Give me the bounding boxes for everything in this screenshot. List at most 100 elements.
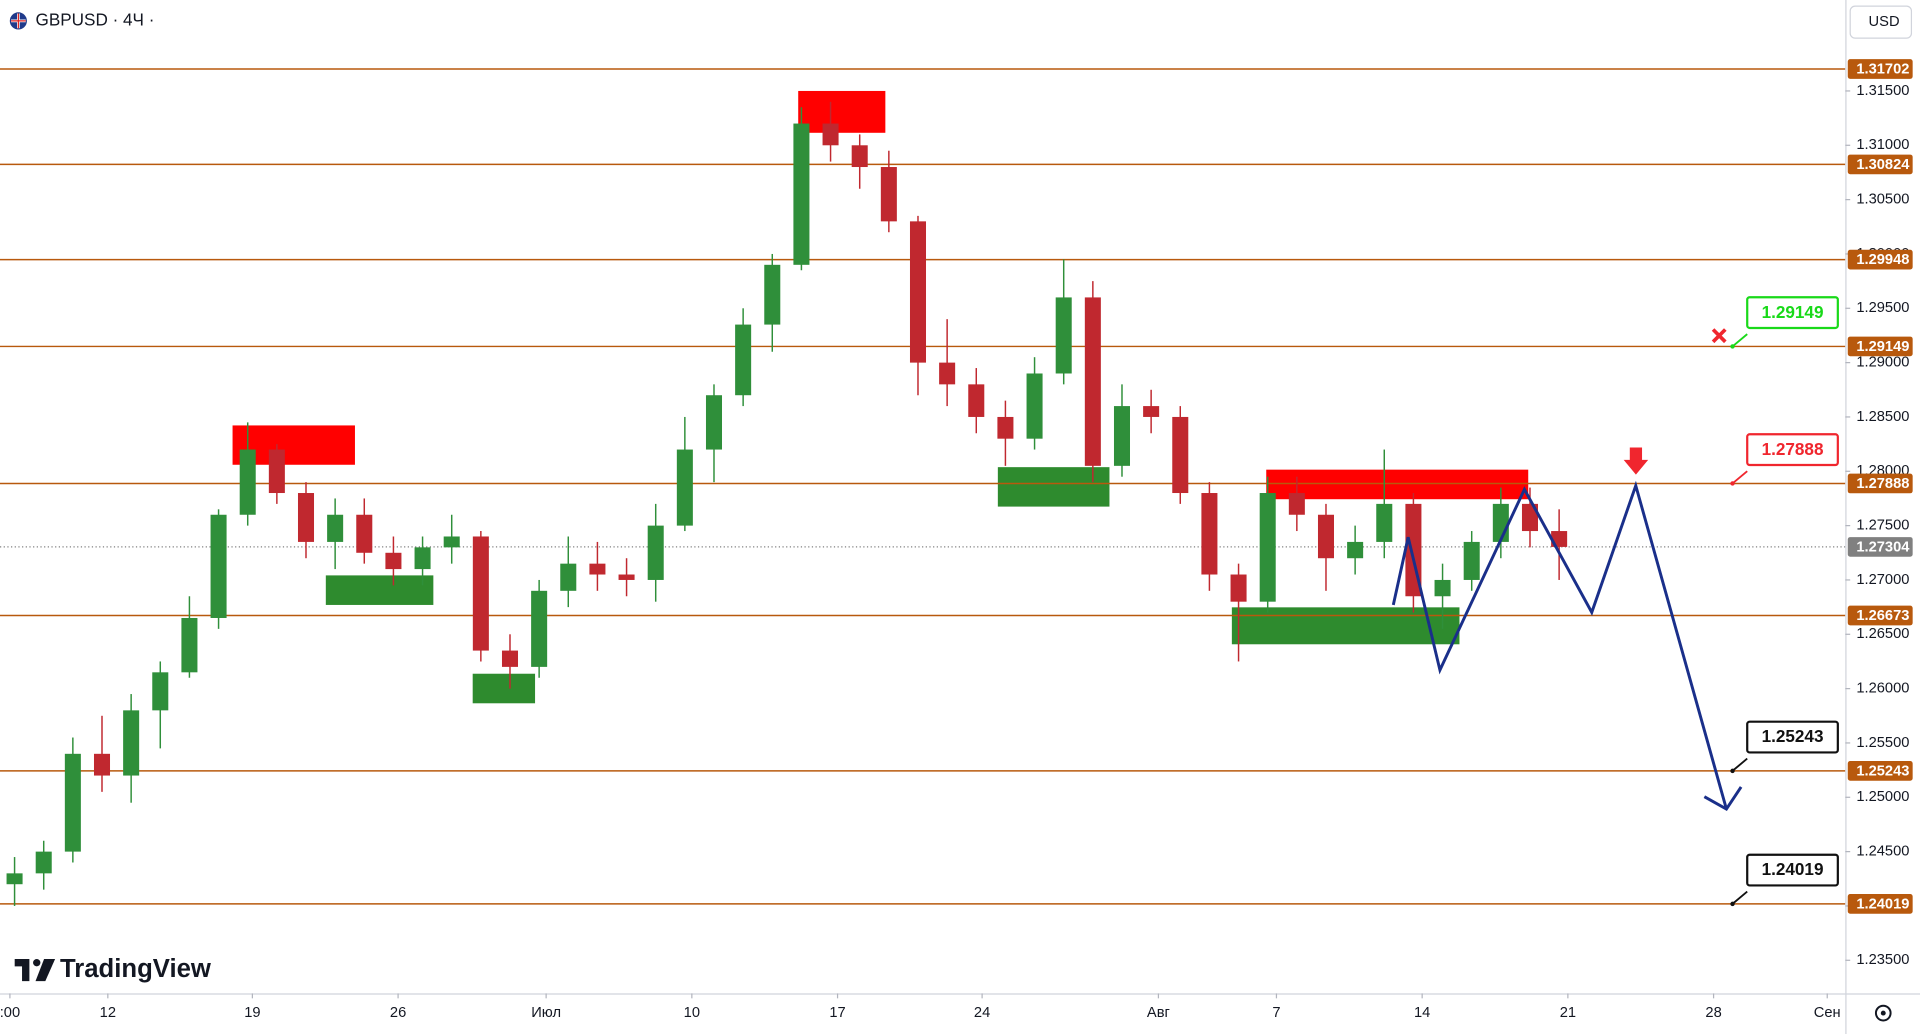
candle-body xyxy=(1259,493,1276,602)
candle-body xyxy=(64,753,81,852)
zones xyxy=(232,90,1529,704)
candle-body xyxy=(997,416,1014,439)
current-price-label: 1.27304 xyxy=(1856,539,1910,555)
candle-body xyxy=(1055,297,1072,374)
candle-body xyxy=(152,672,169,711)
candle-body xyxy=(705,395,723,450)
settings-icon[interactable] xyxy=(1874,1004,1892,1022)
y-tick-label: 1.27500 xyxy=(1856,517,1909,533)
level-label-bg xyxy=(1847,336,1913,357)
y-tick-label: 1.28500 xyxy=(1856,409,1909,425)
candle-body xyxy=(1347,541,1364,559)
settings-icon-center xyxy=(1880,1010,1886,1016)
candle-body xyxy=(676,449,693,526)
y-tick-label: 1.26500 xyxy=(1856,626,1909,642)
level-label: 1.25243 xyxy=(1856,763,1909,779)
zone xyxy=(997,467,1110,507)
candle-body xyxy=(618,574,635,580)
x-tick-label: 19 xyxy=(244,1005,260,1021)
candle-body xyxy=(1288,493,1305,515)
candle-body xyxy=(181,617,198,673)
candle-body xyxy=(1026,373,1043,439)
callout-box xyxy=(1746,296,1839,330)
candle-body xyxy=(1230,574,1247,602)
candle-body xyxy=(268,449,285,494)
callout-box xyxy=(1746,853,1839,887)
callout-leader xyxy=(1731,333,1748,348)
x-tick-label: 26 xyxy=(390,1005,406,1021)
y-tick-label: 1.23500 xyxy=(1856,952,1909,968)
x-tick-label: 21 xyxy=(1560,1005,1576,1021)
y-tick-label: 1.27000 xyxy=(1856,572,1909,588)
callout-box xyxy=(1746,720,1839,754)
cross-marker xyxy=(1711,328,1727,344)
y-tick-label: 1.25000 xyxy=(1856,789,1909,805)
candle-body xyxy=(239,449,256,515)
candle-body xyxy=(1172,416,1189,494)
candle-body xyxy=(647,525,664,580)
projection-arrowhead xyxy=(1703,786,1743,811)
callout-label: 1.25243 xyxy=(1762,726,1824,746)
level-label-bg xyxy=(1847,605,1913,626)
current-price-label-bg xyxy=(1847,537,1913,557)
candle-body xyxy=(822,123,839,146)
candle-body xyxy=(589,563,606,575)
level-label: 1.26673 xyxy=(1856,608,1909,624)
level-label: 1.24019 xyxy=(1856,896,1909,912)
projection: 1.29149 1.27888 1.25243 1.24019 xyxy=(1391,296,1839,907)
callout-label: 1.24019 xyxy=(1762,859,1824,879)
level-label: 1.31702 xyxy=(1856,61,1909,77)
candle-body xyxy=(443,536,460,548)
candle-body xyxy=(560,563,577,591)
y-tick-label: 1.29000 xyxy=(1856,354,1909,370)
y-tick-label: 1.31500 xyxy=(1856,83,1909,99)
callout-leader xyxy=(1731,470,1748,485)
candle-body xyxy=(123,710,140,776)
candle-body xyxy=(93,753,111,776)
candle-body xyxy=(297,493,315,542)
candle-body xyxy=(1521,503,1538,532)
logo-dot xyxy=(33,959,41,967)
candle-body xyxy=(531,590,548,667)
callout-leader xyxy=(1731,890,1748,905)
candle-body xyxy=(939,362,956,385)
x-tick-label: Июл xyxy=(531,1005,561,1021)
logo-slash xyxy=(35,959,56,982)
candle-body xyxy=(764,264,781,325)
candle-body xyxy=(501,650,519,667)
level-label: 1.29149 xyxy=(1856,339,1909,355)
candle-body xyxy=(1143,406,1160,417)
candle-body xyxy=(1317,514,1335,559)
candle-body xyxy=(968,384,985,417)
candle-body xyxy=(793,123,810,265)
brand-name: TradingView xyxy=(60,955,212,983)
candle-body xyxy=(851,145,868,168)
y-tick-label: 1.30500 xyxy=(1856,191,1909,207)
down-arrow xyxy=(1623,447,1649,475)
candles xyxy=(6,101,1568,906)
candle-body xyxy=(6,873,23,885)
symbol-title[interactable]: GBPUSD · 4Ч · xyxy=(36,9,155,29)
flag-cross-red xyxy=(11,13,26,29)
candle-body xyxy=(880,167,897,222)
candle-body xyxy=(414,547,431,570)
candle-body xyxy=(1492,503,1509,542)
x-tick-label: 17 xyxy=(829,1005,845,1021)
x-tick-label: Сен xyxy=(1814,1005,1841,1021)
brand-logo[interactable]: TradingView xyxy=(14,955,212,983)
candle-body xyxy=(1434,579,1451,597)
zone xyxy=(325,575,434,605)
candle-body xyxy=(735,324,752,396)
y-tick-label: 1.26000 xyxy=(1856,680,1909,696)
currency-label[interactable]: USD xyxy=(1869,14,1900,30)
currency-button[interactable] xyxy=(1849,5,1913,39)
x-tick-label: 28 xyxy=(1705,1005,1721,1021)
level-label: 1.27888 xyxy=(1856,476,1909,492)
zone xyxy=(1266,469,1529,500)
level-label-bg xyxy=(1847,59,1913,79)
candle-body xyxy=(909,221,927,363)
candle-body xyxy=(327,514,344,542)
candle-body xyxy=(1084,297,1101,466)
